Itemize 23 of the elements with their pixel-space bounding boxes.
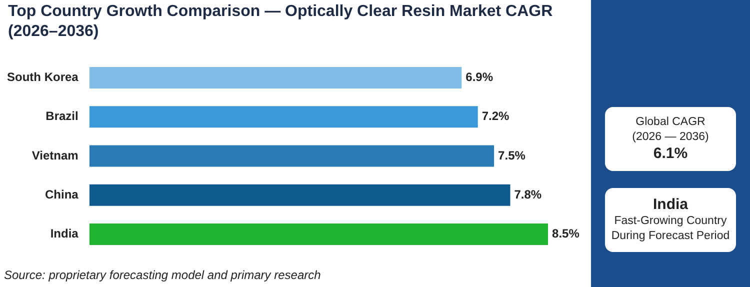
chart-title: Top Country Growth Comparison — Optically Clear Resin Market CAGR (2026–2036) xyxy=(8,2,554,42)
text: India xyxy=(652,196,689,214)
data-label: 7.5% xyxy=(498,148,526,162)
text: 6.1% xyxy=(652,145,689,163)
bar xyxy=(89,67,462,89)
bar xyxy=(89,223,548,245)
data-label: 8.5% xyxy=(552,226,580,241)
y-tick-label: South Korea xyxy=(6,70,79,84)
y-tick-label: Brazil xyxy=(46,109,78,124)
text: During Forecast Period xyxy=(610,229,731,244)
text: (2026 — 2036) xyxy=(631,130,710,145)
data-label: 7.2% xyxy=(482,109,510,124)
y-tick-label: China xyxy=(44,187,79,202)
text: Global CAGR xyxy=(634,115,706,130)
bar xyxy=(89,184,510,206)
bar xyxy=(89,145,494,167)
data-label: 6.9% xyxy=(466,70,494,84)
y-tick-label: India xyxy=(50,226,79,241)
y-tick-label: Vietnam xyxy=(32,148,78,162)
text: Fast-Growing Country xyxy=(613,214,728,229)
source-note: Source: proprietary forecasting model and primary research xyxy=(4,268,321,282)
data-label: 7.8% xyxy=(514,187,542,202)
bar xyxy=(89,106,478,128)
